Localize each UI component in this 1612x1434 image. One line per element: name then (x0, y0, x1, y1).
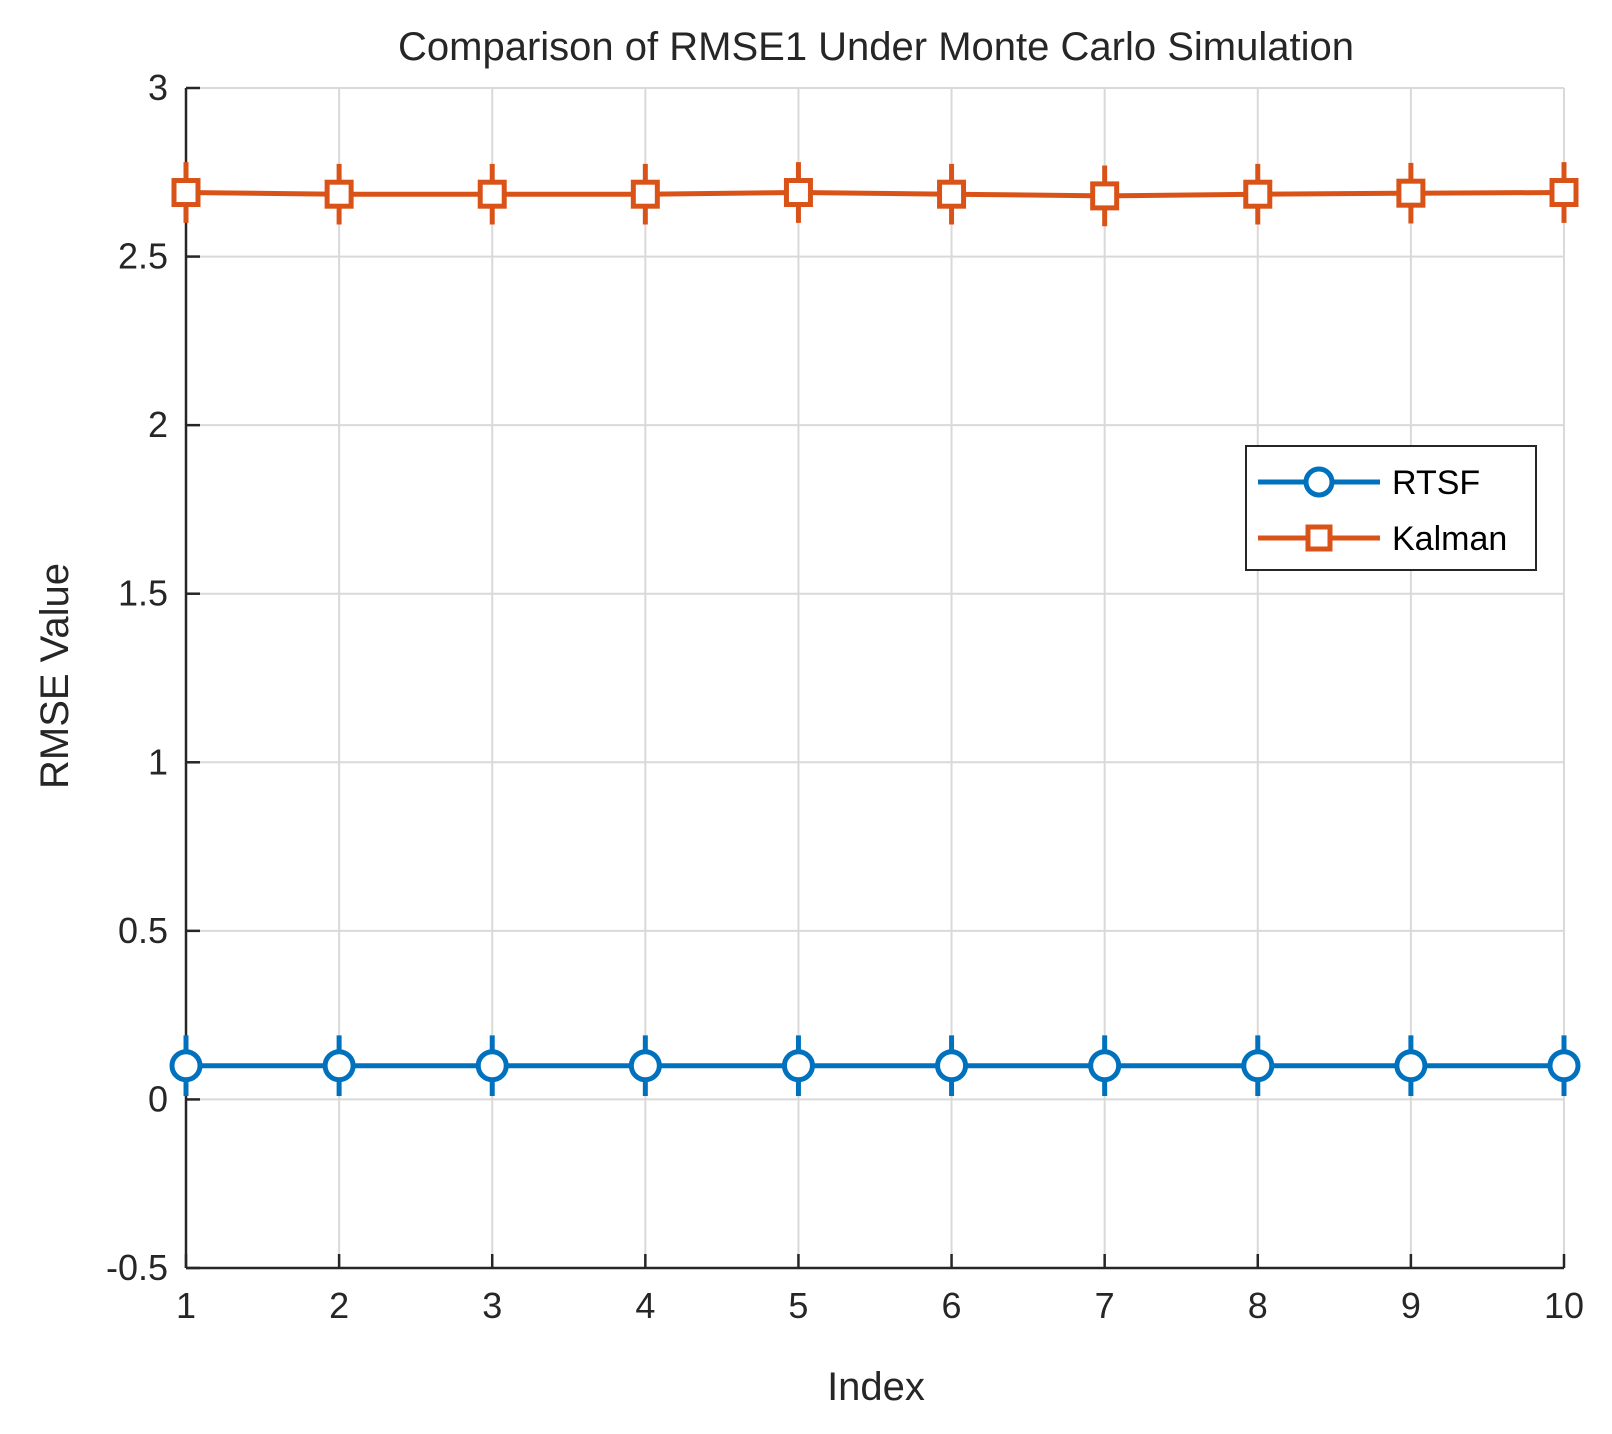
rtsf-data-point (322, 1049, 356, 1083)
rtsf-data-point (1088, 1049, 1122, 1083)
rtsf-data-point (1547, 1049, 1581, 1083)
x-tick-label: 3 (482, 1285, 502, 1326)
x-tick-label: 7 (1095, 1285, 1115, 1326)
series-group (169, 162, 1581, 1097)
y-tick-label: 0.5 (118, 910, 168, 951)
series-kalman (171, 162, 1579, 227)
x-tick-label: 1 (176, 1285, 196, 1326)
chart-title: Comparison of RMSE1 Under Monte Carlo Si… (398, 25, 1354, 69)
rtsf-data-point (935, 1049, 969, 1083)
x-tick-label: 6 (942, 1285, 962, 1326)
kalman-data-point (1396, 178, 1426, 208)
y-tick-label: 2.5 (118, 236, 168, 277)
kalman-data-point (477, 179, 507, 209)
legend: RTSF Kalman (1245, 445, 1537, 571)
kalman-data-point (171, 178, 201, 208)
rtsf-data-point (628, 1049, 662, 1083)
kalman-data-point (1549, 178, 1579, 208)
legend-circle-marker (1303, 466, 1335, 498)
rtsf-data-point (1241, 1049, 1275, 1083)
y-axis-label: RMSE Value (33, 563, 77, 789)
y-tick-label: 1 (148, 741, 168, 782)
x-tick-label: 10 (1544, 1285, 1584, 1326)
legend-entry-kalman: Kalman (1258, 520, 1507, 558)
x-tick-label: 2 (329, 1285, 349, 1326)
rtsf-data-point (1394, 1049, 1428, 1083)
kalman-data-point (1243, 179, 1273, 209)
legend-square-marker (1305, 524, 1333, 552)
y-tick-label: -0.5 (106, 1247, 168, 1288)
legend-label: RTSF (1392, 464, 1480, 502)
kalman-data-point (630, 179, 660, 209)
kalman-data-point (324, 179, 354, 209)
y-tick-label: 2 (148, 404, 168, 445)
x-tick-label: 8 (1248, 1285, 1268, 1326)
kalman-data-point (1090, 181, 1120, 211)
series-rtsf (169, 1035, 1581, 1097)
x-tick-label: 9 (1401, 1285, 1421, 1326)
x-tick-label: 5 (788, 1285, 808, 1326)
legend-label: Kalman (1392, 520, 1507, 558)
legend-entry-rtsf: RTSF (1258, 464, 1480, 502)
kalman-line (185, 190, 1565, 199)
y-tick-label: 3 (148, 67, 168, 108)
legend-box (1245, 445, 1537, 571)
x-axis-label: Index (827, 1365, 925, 1409)
tick-labels: 1 2 3 4 5 6 7 8 9 10 -0.5 0 0.5 1 1.5 2 2.5 3 (106, 67, 1584, 1326)
kalman-data-point (937, 179, 967, 209)
rtsf-data-point (781, 1049, 815, 1083)
y-tick-label: 0 (148, 1078, 168, 1119)
rtsf-data-point (169, 1049, 203, 1083)
kalman-data-point (783, 178, 813, 208)
rtsf-data-point (475, 1049, 509, 1083)
y-tick-label: 1.5 (118, 573, 168, 614)
x-tick-label: 4 (635, 1285, 655, 1326)
